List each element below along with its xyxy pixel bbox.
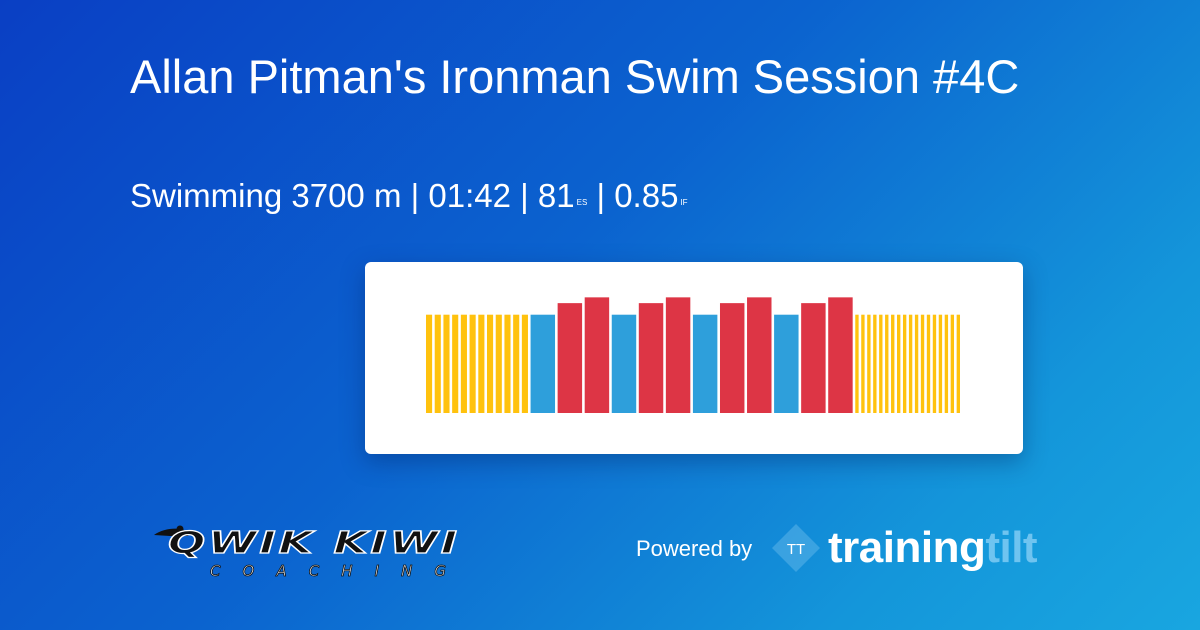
interval-bar-warmup [932, 314, 937, 413]
interval-bar-warmup [513, 314, 520, 413]
interval-bar-warmup [867, 314, 871, 413]
es-unit: ES [576, 198, 588, 207]
interval-bar-recovery [692, 314, 718, 413]
interval-bar-recovery [530, 314, 556, 413]
interval-bar-warmup [434, 314, 441, 413]
interval-bar-warmup [873, 314, 877, 413]
interval-bar-effort [747, 297, 772, 413]
interval-bar-warmup [944, 314, 949, 413]
trainingtilt-logo-icon: TT [772, 524, 820, 572]
interval-bar-warmup [521, 314, 528, 413]
interval-bar-warmup [469, 314, 476, 413]
interval-bar-warmup [855, 314, 859, 413]
interval-bar-warmup [908, 314, 913, 413]
interval-bar-warmup [956, 314, 960, 413]
interval-bar-effort [638, 303, 664, 413]
interval-bar-effort [719, 303, 745, 413]
interval-bar-warmup [891, 314, 895, 413]
trainingtilt-wordmark: trainingtilt [828, 522, 1038, 574]
workout-summary: Swimming 3700 m | 01:42 | 81 ES | 0.85 IF [130, 176, 688, 225]
interval-bar-warmup [460, 314, 467, 413]
interval-bar-recovery [611, 314, 637, 413]
interval-bar-warmup [443, 314, 450, 413]
separator: | [596, 177, 606, 214]
distance-value: 3700 m [291, 177, 402, 214]
interval-bar-warmup [452, 314, 459, 413]
brand-name-tilt: tilt [985, 523, 1038, 572]
if-value: 0.85 [614, 177, 679, 214]
workout-chart-card [365, 262, 1023, 454]
if-unit: IF [680, 198, 688, 207]
interval-bar-warmup [487, 314, 494, 413]
interval-bar-warmup [920, 314, 925, 413]
interval-bar-effort [665, 297, 691, 413]
interval-bar-warmup [885, 314, 889, 413]
brand-icon-text: TT [787, 541, 805, 558]
coach-logo-line2: COACHING [210, 562, 456, 580]
separator: | [520, 177, 529, 214]
interval-bar-warmup [914, 314, 919, 413]
interval-bar-effort [828, 297, 853, 413]
es-value: 81 [537, 177, 575, 214]
interval-bar-effort [584, 297, 610, 413]
interval-bar-effort [801, 303, 826, 413]
interval-bar-warmup [950, 314, 955, 413]
interval-bar-warmup [861, 314, 865, 413]
separator: | [410, 177, 420, 214]
interval-bar-recovery [774, 314, 799, 413]
interval-bar-effort [557, 303, 583, 413]
interval-bar-warmup [926, 314, 931, 413]
qwik-kiwi-coaching-logo: QWIK KIWI COACHING [154, 525, 460, 580]
duration-value: 01:42 [428, 177, 511, 214]
interval-bar-warmup [495, 314, 502, 413]
sport-label: Swimming [130, 177, 283, 214]
interval-bar-warmup [426, 314, 433, 413]
interval-bar-warmup [504, 314, 511, 413]
interval-bar-warmup [902, 314, 907, 413]
interval-bar-warmup [897, 314, 901, 413]
interval-bar-warmup [879, 314, 883, 413]
coach-logo-line1: QWIK KIWI [168, 526, 460, 561]
workout-intensity-chart [426, 297, 960, 413]
interval-bar-warmup [478, 314, 485, 413]
powered-by-label: Powered by [636, 536, 753, 561]
page-title: Allan Pitman's Ironman Swim Session #4C [130, 50, 1020, 103]
brand-name-training: training [828, 523, 986, 572]
interval-bar-warmup [938, 314, 943, 413]
